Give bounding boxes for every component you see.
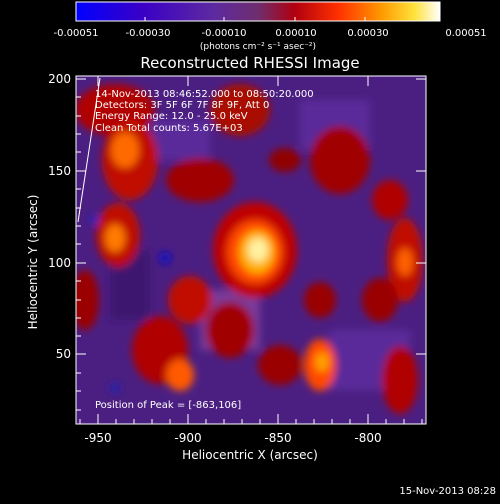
colorbar-tick-label: -0.00010 xyxy=(202,28,247,39)
info-line: 14-Nov-2013 08:46:52.000 to 08:50:20.000 xyxy=(95,89,314,100)
colorbar: -0.00051 -0.00030 -0.00010 0.00010 0.000… xyxy=(54,1,487,52)
y-axis-ticks xyxy=(76,78,426,411)
x-tick-label: -850 xyxy=(264,431,291,445)
solar-limb-line xyxy=(77,77,101,223)
y-tick-label: 200 xyxy=(48,72,71,86)
x-tick-label: -800 xyxy=(354,431,381,445)
x-tick-label: -950 xyxy=(84,431,111,445)
info-line: Energy Range: 12.0 - 25.0 keV xyxy=(95,111,248,122)
colorbar-tick-label: -0.00051 xyxy=(54,28,99,39)
info-line: Detectors: 3F 5F 6F 7F 8F 9F, Att 0 xyxy=(95,100,269,111)
colorbar-tick-label: -0.00030 xyxy=(126,28,171,39)
y-tick-label: 100 xyxy=(48,256,71,270)
colorbar-tick-label: 0.00051 xyxy=(445,28,486,39)
x-axis-label: Heliocentric X (arcsec) xyxy=(182,448,318,462)
colorbar-tick-label: 0.00010 xyxy=(275,28,316,39)
x-axis-ticks xyxy=(79,76,423,424)
plot-frame xyxy=(75,75,427,425)
y-tick-label: 150 xyxy=(48,164,71,178)
info-line: Clean Total counts: 5.67E+03 xyxy=(95,123,243,134)
footer-timestamp: 15-Nov-2013 08:28 xyxy=(399,486,496,497)
colorbar-gradient xyxy=(75,1,441,22)
y-tick-label: 50 xyxy=(56,347,71,361)
colorbar-tick-label: 0.00030 xyxy=(347,28,388,39)
info-block: 14-Nov-2013 08:46:52.000 to 08:50:20.000… xyxy=(95,89,314,134)
y-axis-label: Heliocentric Y (arcsec) xyxy=(26,195,40,330)
colorbar-unit-label: (photons cm⁻² s⁻¹ asec⁻²) xyxy=(200,42,316,52)
peak-position-label: Position of Peak = [-863,106] xyxy=(95,400,241,411)
x-tick-label: -900 xyxy=(174,431,201,445)
solar-image xyxy=(76,76,426,424)
plot-title: Reconstructed RHESSI Image xyxy=(140,54,359,72)
